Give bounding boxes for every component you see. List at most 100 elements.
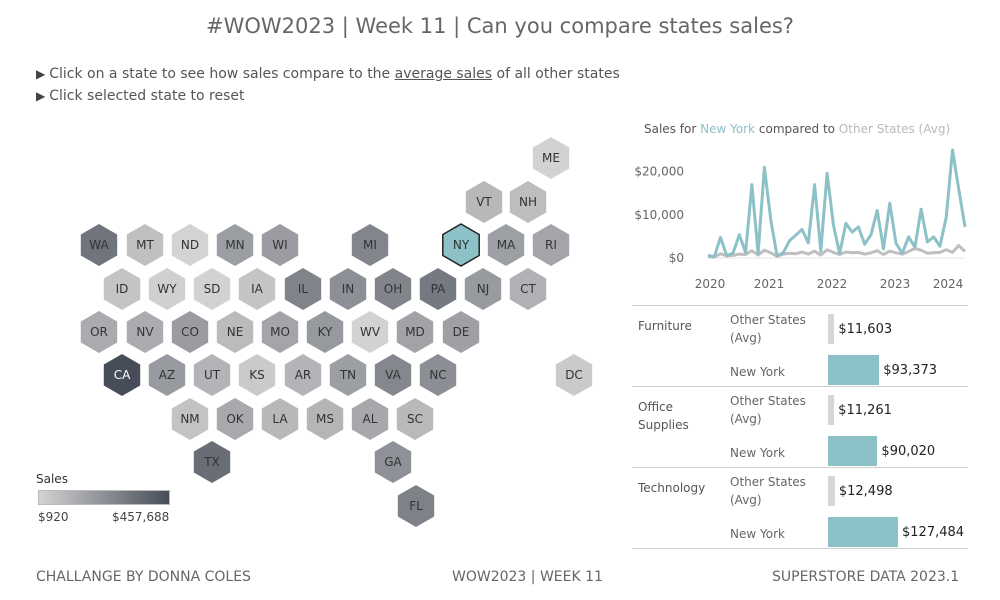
state-hex-shape[interactable]	[148, 268, 186, 310]
bar-other-states-avg[interactable]	[828, 314, 835, 344]
state-hex-ny[interactable]: NY	[442, 223, 480, 267]
state-hex-shape[interactable]	[261, 224, 299, 266]
state-hex-ms[interactable]: MS	[306, 398, 344, 440]
state-hex-shape[interactable]	[216, 224, 254, 266]
state-hex-shape[interactable]	[171, 224, 209, 266]
state-hex-il[interactable]: IL	[284, 268, 322, 310]
state-hex-shape[interactable]	[532, 224, 570, 266]
state-hex-shape[interactable]	[284, 268, 322, 310]
bar-other-states-avg[interactable]	[828, 395, 835, 425]
state-hex-or[interactable]: OR	[80, 311, 118, 353]
state-hex-shape[interactable]	[261, 311, 299, 353]
state-hex-shape[interactable]	[238, 268, 276, 310]
state-hex-mn[interactable]: MN	[216, 224, 254, 266]
state-hex-mi[interactable]: MI	[351, 224, 389, 266]
state-hex-tn[interactable]: TN	[329, 354, 367, 396]
state-hex-shape[interactable]	[374, 441, 412, 483]
state-hex-sc[interactable]: SC	[396, 398, 434, 440]
state-hex-shape[interactable]	[396, 311, 434, 353]
state-hex-shape[interactable]	[465, 181, 503, 223]
series-line-other-states-avg[interactable]	[707, 244, 967, 259]
state-hex-shape[interactable]	[555, 354, 593, 396]
state-hex-ky[interactable]: KY	[306, 311, 344, 353]
state-hex-shape[interactable]	[126, 224, 164, 266]
state-hex-ok[interactable]: OK	[216, 398, 254, 440]
state-hex-shape[interactable]	[532, 137, 570, 179]
state-hex-shape[interactable]	[103, 268, 141, 310]
state-hex-shape[interactable]	[193, 268, 231, 310]
state-hex-shape[interactable]	[351, 311, 389, 353]
state-hex-ga[interactable]: GA	[374, 441, 412, 483]
state-hex-dc[interactable]: DC	[555, 354, 593, 396]
state-hex-az[interactable]: AZ	[148, 354, 186, 396]
state-hex-ma[interactable]: MA	[487, 224, 525, 266]
state-hex-nd[interactable]: ND	[171, 224, 209, 266]
state-hex-md[interactable]: MD	[396, 311, 434, 353]
state-hex-mt[interactable]: MT	[126, 224, 164, 266]
state-hex-vt[interactable]: VT	[465, 181, 503, 223]
state-hex-wi[interactable]: WI	[261, 224, 299, 266]
state-hex-shape[interactable]	[509, 181, 547, 223]
state-hex-shape[interactable]	[216, 398, 254, 440]
state-hex-shape[interactable]	[419, 268, 457, 310]
state-hex-tx[interactable]: TX	[193, 441, 231, 483]
state-hex-ct[interactable]: CT	[509, 268, 547, 310]
state-hex-la[interactable]: LA	[261, 398, 299, 440]
state-hex-shape[interactable]	[374, 354, 412, 396]
state-hex-shape[interactable]	[238, 354, 276, 396]
state-hex-nj[interactable]: NJ	[464, 268, 502, 310]
state-hex-shape[interactable]	[306, 311, 344, 353]
state-hex-ar[interactable]: AR	[284, 354, 322, 396]
state-hex-shape[interactable]	[193, 441, 231, 483]
state-hex-shape[interactable]	[261, 398, 299, 440]
state-hex-wv[interactable]: WV	[351, 311, 389, 353]
bar-new-york[interactable]	[828, 436, 878, 466]
bar-other-states-avg[interactable]	[828, 476, 835, 506]
state-hex-nh[interactable]: NH	[509, 181, 547, 223]
state-hex-shape[interactable]	[148, 354, 186, 396]
state-hex-co[interactable]: CO	[171, 311, 209, 353]
series-line-new-york[interactable]	[707, 148, 967, 259]
state-hex-ri[interactable]: RI	[532, 224, 570, 266]
state-hex-shape[interactable]	[216, 311, 254, 353]
state-hex-shape[interactable]	[103, 354, 141, 396]
state-hex-shape[interactable]	[487, 224, 525, 266]
state-hex-in[interactable]: IN	[329, 268, 367, 310]
state-hex-shape[interactable]	[396, 398, 434, 440]
state-hex-shape[interactable]	[126, 311, 164, 353]
state-hex-id[interactable]: ID	[103, 268, 141, 310]
average-sales-link[interactable]: average sales	[394, 66, 493, 82]
state-hex-shape[interactable]	[509, 268, 547, 310]
state-hex-nv[interactable]: NV	[126, 311, 164, 353]
state-hex-shape[interactable]	[329, 268, 367, 310]
bar-new-york[interactable]	[828, 355, 880, 385]
state-hex-shape[interactable]	[171, 311, 209, 353]
state-hex-shape[interactable]	[306, 398, 344, 440]
state-hex-shape[interactable]	[284, 354, 322, 396]
state-hex-shape[interactable]	[397, 485, 435, 527]
state-hex-de[interactable]: DE	[442, 311, 480, 353]
state-hex-pa[interactable]: PA	[419, 268, 457, 310]
state-hex-shape[interactable]	[80, 311, 118, 353]
state-hex-shape[interactable]	[193, 354, 231, 396]
state-hex-wy[interactable]: WY	[148, 268, 186, 310]
state-hex-nc[interactable]: NC	[419, 354, 457, 396]
state-hex-al[interactable]: AL	[351, 398, 389, 440]
state-hex-wa[interactable]: WA	[80, 224, 118, 266]
state-hex-mo[interactable]: MO	[261, 311, 299, 353]
state-hex-shape[interactable]	[351, 398, 389, 440]
state-hex-shape[interactable]	[374, 268, 412, 310]
state-hex-ut[interactable]: UT	[193, 354, 231, 396]
state-hex-ia[interactable]: IA	[238, 268, 276, 310]
state-hex-shape[interactable]	[329, 354, 367, 396]
state-hex-shape[interactable]	[419, 354, 457, 396]
state-hex-shape[interactable]	[442, 223, 480, 267]
state-hex-ca[interactable]: CA	[103, 354, 141, 396]
state-hex-oh[interactable]: OH	[374, 268, 412, 310]
state-hex-shape[interactable]	[80, 224, 118, 266]
state-hex-me[interactable]: ME	[532, 137, 570, 179]
state-hex-ks[interactable]: KS	[238, 354, 276, 396]
state-hex-shape[interactable]	[442, 311, 480, 353]
state-hex-va[interactable]: VA	[374, 354, 412, 396]
state-hex-nm[interactable]: NM	[171, 398, 209, 440]
